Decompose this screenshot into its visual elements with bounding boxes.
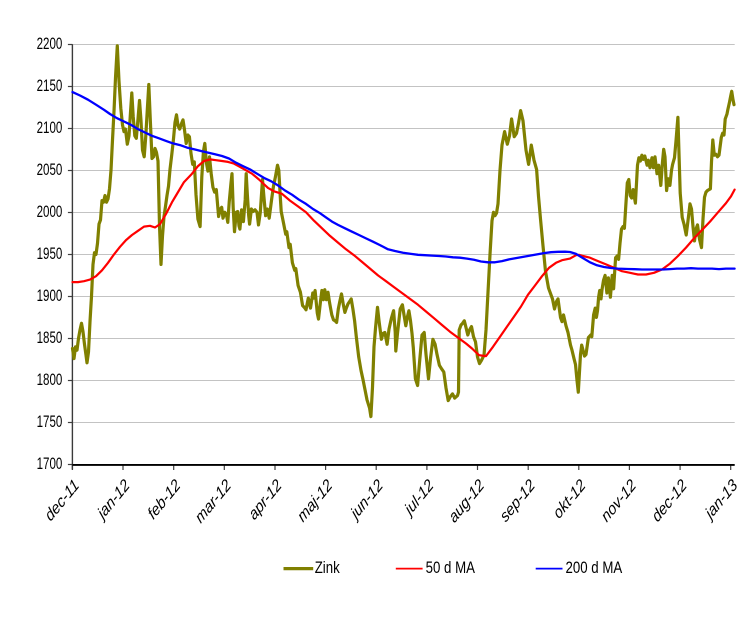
- svg-text:Zink: Zink: [315, 559, 340, 578]
- svg-text:1850: 1850: [37, 329, 63, 348]
- svg-text:2100: 2100: [37, 119, 63, 138]
- svg-text:2050: 2050: [37, 161, 63, 180]
- svg-text:2200: 2200: [37, 35, 63, 54]
- svg-text:1950: 1950: [37, 245, 63, 264]
- svg-text:200 d MA: 200 d MA: [566, 559, 623, 578]
- svg-text:2150: 2150: [37, 77, 63, 96]
- svg-text:1900: 1900: [37, 287, 63, 306]
- svg-text:1750: 1750: [37, 413, 63, 432]
- svg-text:1700: 1700: [37, 455, 63, 474]
- svg-text:50 d MA: 50 d MA: [426, 559, 476, 578]
- svg-text:2000: 2000: [37, 203, 63, 222]
- svg-text:1800: 1800: [37, 371, 63, 390]
